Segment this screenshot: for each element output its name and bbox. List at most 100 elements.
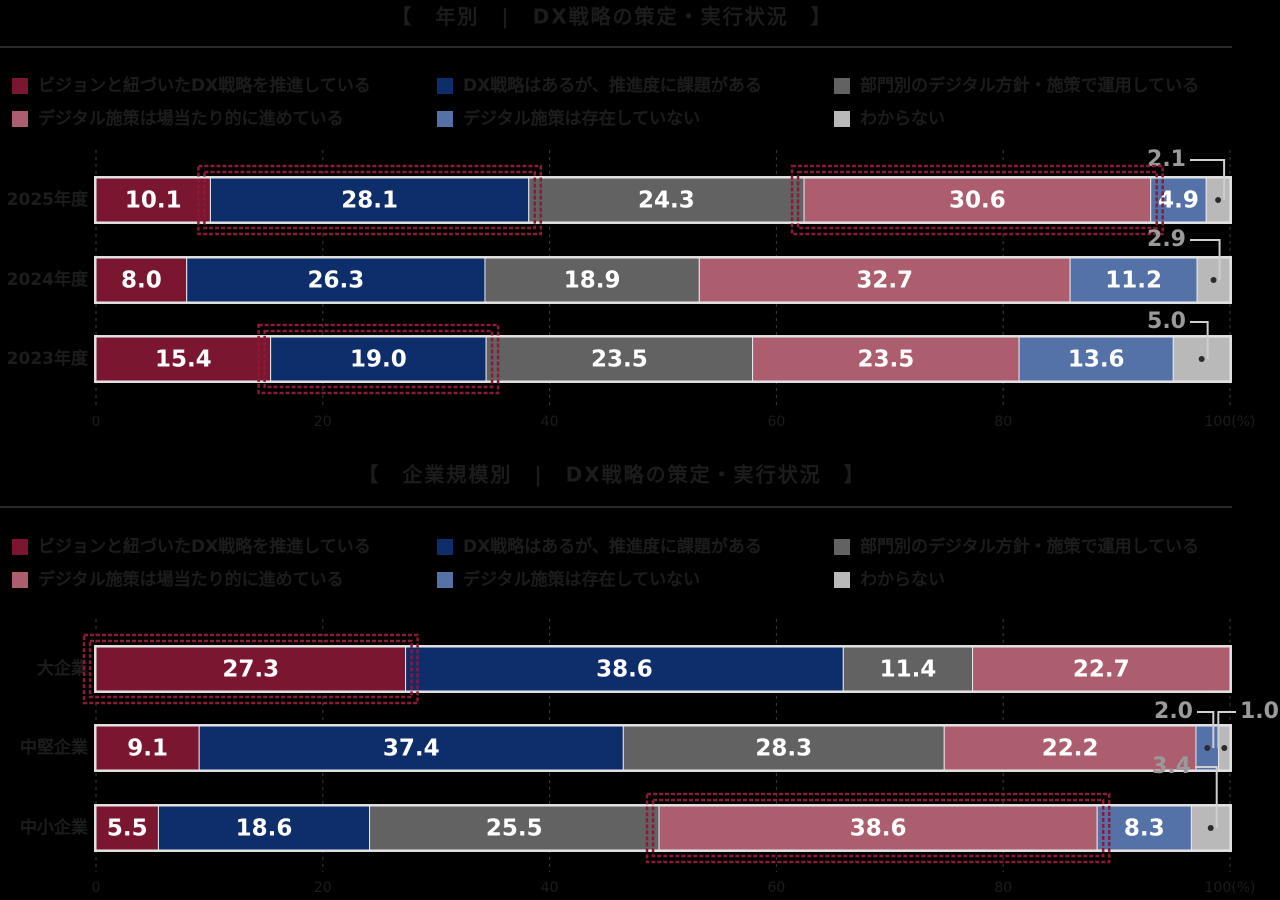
- bar-segment: [1018, 336, 1174, 382]
- data-label: 13.6: [1068, 347, 1125, 373]
- data-label: 27.3: [222, 657, 279, 683]
- bar-segment: [698, 257, 1071, 303]
- legend-swatch: [437, 572, 453, 588]
- bar-segment: [95, 177, 211, 223]
- data-label: 2.9: [1147, 227, 1186, 252]
- bar-segment: [405, 646, 844, 692]
- data-label: 11.2: [1105, 268, 1162, 294]
- bar-segment: [209, 177, 530, 223]
- category-label: 2023年度: [7, 348, 89, 369]
- legend-label: DX戦略はあるが、推進度に課題がある: [463, 75, 762, 96]
- category-label: 大企業: [37, 658, 88, 679]
- legend-swatch: [12, 572, 28, 588]
- legend-swatch: [834, 111, 850, 127]
- data-label: 15.4: [155, 347, 212, 373]
- highlight-box-inner: [263, 329, 494, 389]
- x-tick-label: 40: [541, 880, 559, 896]
- bar-segment: [198, 725, 624, 771]
- highlight-box-outer: [257, 323, 500, 395]
- bar-segment: [943, 725, 1197, 771]
- highlight-box-inner: [88, 639, 413, 699]
- data-label: 25.5: [486, 816, 543, 842]
- highlight-box-inner: [651, 798, 1105, 858]
- legend-swatch: [12, 539, 28, 555]
- legend-label: ビジョンと紐づいたDX戦略を推進している: [38, 75, 371, 96]
- bar-frame: [94, 256, 1232, 304]
- bar-frame: [94, 804, 1232, 852]
- data-label: 22.2: [1042, 736, 1099, 762]
- chart-title: 【 企業規模別 | DX戦略の策定・実行状況 】: [358, 463, 865, 487]
- x-tick-label: 80: [994, 880, 1012, 896]
- bar-segment: [528, 177, 805, 223]
- data-label: 28.1: [341, 188, 398, 214]
- highlight-box-outer: [197, 164, 543, 236]
- data-label: 24.3: [638, 188, 695, 214]
- data-label: 9.1: [127, 736, 168, 762]
- legend-label: DX戦略はあるが、推進度に課題がある: [463, 536, 762, 557]
- data-label: 4.9: [1158, 188, 1199, 214]
- legend-swatch: [12, 111, 28, 127]
- data-label: 18.6: [236, 816, 293, 842]
- bar-frame: [94, 176, 1232, 224]
- bar-segment: [95, 725, 200, 771]
- legend-label: 部門別のデジタル方針・施策で運用している: [860, 536, 1199, 557]
- leader-dot: [1210, 277, 1217, 283]
- leader-line: [1197, 711, 1215, 748]
- x-tick-label: 80: [994, 414, 1012, 430]
- leader-line: [1195, 766, 1218, 828]
- bar-segment: [842, 646, 974, 692]
- bar-segment: [1150, 177, 1207, 223]
- legend-swatch: [12, 78, 28, 94]
- category-label: 2024年度: [7, 269, 89, 290]
- legend-label: ビジョンと紐づいたDX戦略を推進している: [38, 536, 371, 557]
- legend-label: デジタル施策は場当たり的に進めている: [38, 108, 344, 129]
- x-tick-label: 0: [92, 880, 101, 896]
- data-label: 10.1: [125, 188, 182, 214]
- bar-segment: [270, 336, 487, 382]
- data-label: 11.4: [880, 657, 937, 683]
- data-label: 38.6: [850, 816, 907, 842]
- data-label: 38.6: [596, 657, 653, 683]
- data-label: 37.4: [383, 736, 440, 762]
- legend-label: 部門別のデジタル方針・施策で運用している: [860, 75, 1199, 96]
- data-label: 3.4: [1152, 754, 1191, 779]
- x-tick-label: 20: [314, 414, 332, 430]
- bar-segment: [752, 336, 1020, 382]
- bar-frame: [94, 335, 1232, 383]
- leader-dot: [1207, 825, 1214, 831]
- highlight-box-inner: [796, 170, 1158, 230]
- x-tick-label: 60: [767, 414, 785, 430]
- highlight-box-outer: [790, 164, 1164, 236]
- legend-label: わからない: [860, 109, 945, 129]
- legend-swatch: [834, 572, 850, 588]
- x-tick-label: 20: [314, 880, 332, 896]
- data-label: 5.0: [1147, 309, 1186, 334]
- bar-segment: [972, 646, 1231, 692]
- leader-dot: [1198, 356, 1205, 362]
- bar-frame: [94, 645, 1232, 693]
- bar-segment: [1069, 257, 1198, 303]
- legend-swatch: [834, 78, 850, 94]
- legend-label: デジタル施策は存在していない: [463, 108, 700, 129]
- bar-segment: [622, 725, 945, 771]
- bar-segment: [1096, 805, 1192, 851]
- leader-line: [1190, 321, 1209, 359]
- bar-segment: [95, 805, 159, 851]
- data-label: 22.7: [1073, 657, 1130, 683]
- legend-swatch: [437, 78, 453, 94]
- data-label: 23.5: [591, 347, 648, 373]
- x-tick-label: 0: [92, 414, 101, 430]
- data-label: 8.3: [1124, 816, 1165, 842]
- leader-dot: [1215, 197, 1222, 203]
- leader-dot: [1204, 745, 1211, 751]
- legend-swatch: [834, 539, 850, 555]
- data-label: 32.7: [856, 268, 913, 294]
- data-label: 26.3: [307, 268, 364, 294]
- highlight-box-inner: [203, 170, 537, 230]
- data-label: 1.0: [1240, 699, 1279, 724]
- bar-segment: [157, 805, 371, 851]
- x-tick-label: 100(%): [1205, 880, 1256, 896]
- bar-segment: [658, 805, 1098, 851]
- data-label: 2.0: [1154, 699, 1193, 724]
